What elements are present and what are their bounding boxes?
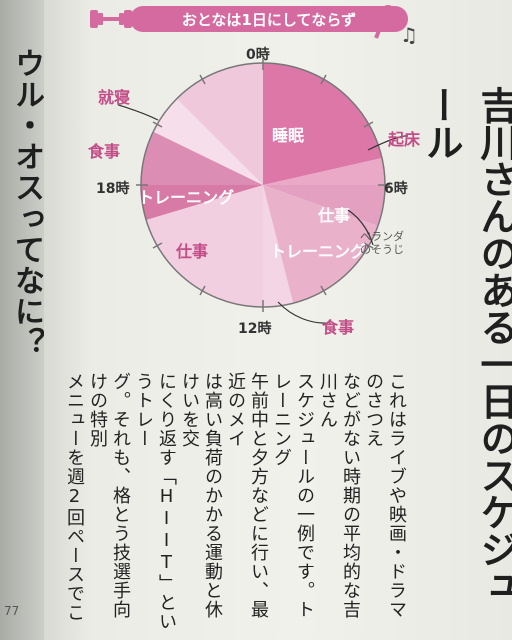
slice-label-training-left: トレーニング (138, 188, 235, 207)
side-title: ウル・オスってなに？ (9, 48, 44, 358)
svg-text:♫: ♫ (400, 23, 418, 47)
slice-label-work-right: 仕事 (318, 206, 351, 225)
chart-banner: おとなは1日にしてならず (130, 6, 408, 32)
slice-dinner (154, 99, 263, 185)
tick-18: 18時 (96, 181, 130, 197)
slice-training-left (140, 185, 263, 220)
body-column: は高い負荷のかかる運動と休けいを交 (179, 372, 223, 619)
body-text: これはライブや映画・ドラマのさつえ などがない時期の平均的な吉川さん スケジュールの… (68, 372, 408, 634)
label-sleep: 就寝 (98, 88, 131, 107)
page-number: 77 (4, 604, 20, 618)
tick-0: 0時 (246, 47, 270, 63)
label-veranda: ベランダ のそうじ (360, 230, 404, 256)
main-title: 吉川さんのある一日のスケジュール (419, 86, 512, 604)
slice-label-work-left: 仕事 (176, 242, 209, 261)
body-column: これはライブや映画・ドラマのさつえ (363, 372, 407, 619)
slice-training-right (263, 185, 378, 303)
body-column: 午前中と夕方などに行い、最近のメイ (225, 372, 269, 619)
label-meal-left: 食事 (88, 142, 121, 161)
slice-sleep-early (177, 63, 263, 185)
label-wake: 起床 (388, 130, 421, 149)
body-column: などがない時期の平均的な吉川さん (317, 372, 361, 619)
slice-evening (141, 132, 263, 185)
tick-12: 12時 (238, 321, 272, 337)
body-column: にくり返す「HIIT」というトレー (133, 372, 177, 631)
tick-6: 6時 (384, 181, 408, 197)
slice-label-training-right: トレーニング (270, 242, 367, 261)
body-column: メニューを週2回ペースでこなしている (68, 372, 85, 622)
slice-sleep (263, 63, 382, 185)
body-column: グ。それも、格とう技選手向けの特別 (87, 372, 131, 619)
dumbbell-icon (90, 10, 132, 28)
slice-label-sleep: 睡眠 (272, 126, 305, 145)
slice-lunch (263, 185, 293, 307)
slice-work-left (146, 185, 263, 308)
schedule-pie-chart (118, 58, 408, 324)
slice-morning (263, 158, 386, 185)
label-meal-bottom: 食事 (322, 318, 355, 337)
body-column: スケジュールの一例です。トレーニング (271, 372, 315, 619)
